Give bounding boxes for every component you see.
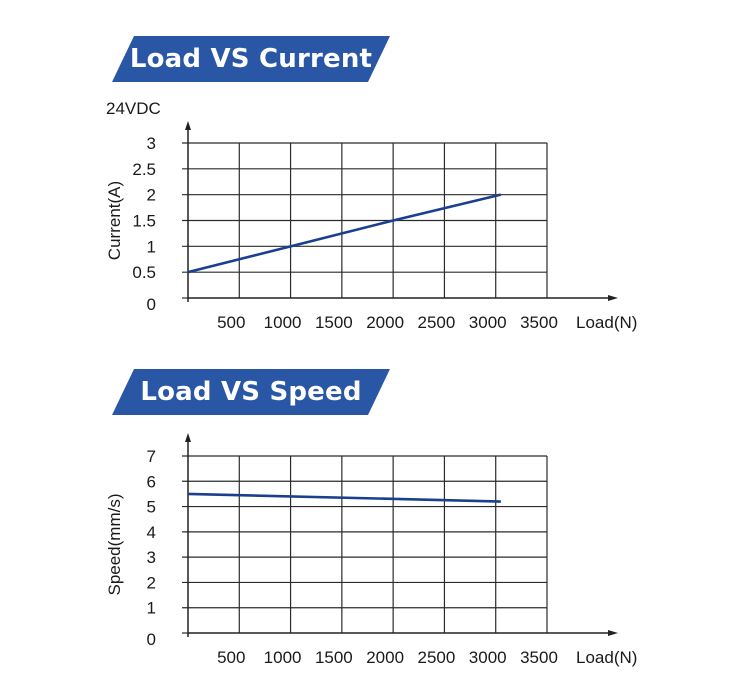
y-axis-label: Current(A) (105, 181, 124, 260)
y-tick-label: 2 (147, 573, 156, 592)
x-tick-label: 2500 (418, 648, 456, 667)
x-tick-label: 2500 (418, 313, 456, 332)
y-axis-arrow (185, 433, 191, 442)
y-tick-label: 4 (147, 523, 156, 542)
banner-background (112, 36, 390, 82)
series-line (187, 193, 502, 274)
x-tick-label: 1000 (264, 648, 302, 667)
y-tick-label: 1 (147, 599, 156, 618)
y-tick-label: 1 (147, 237, 156, 256)
title-banner-speed: Load VS Speed (112, 369, 390, 415)
x-tick-label: 3500 (520, 313, 558, 332)
load-vs-speed-chart: 0 1 2 3 4 5 6 7 500 1000 1500 2000 2500 3000 3500 Load(… (105, 433, 637, 667)
series-line (187, 492, 501, 503)
x-axis-label: Load(N) (576, 313, 637, 332)
y-tick-label: 3 (147, 548, 156, 567)
x-tick-label: 1500 (315, 648, 353, 667)
y-axis-arrow (185, 121, 191, 130)
banner-shape (112, 36, 390, 82)
x-tick-label: 500 (217, 648, 245, 667)
title-banner-current: Load VS Current (112, 36, 390, 82)
x-axis-arrow (608, 295, 618, 301)
y-tick-label: 0 (147, 295, 156, 314)
chart-title-speed: Load VS Speed (140, 377, 362, 407)
x-tick-label: 500 (217, 313, 245, 332)
banner-shape (112, 369, 390, 415)
x-tick-label: 1500 (315, 313, 353, 332)
chart-title-current: Load VS Current (129, 44, 373, 74)
y-tick-label: 1.5 (132, 212, 156, 231)
y-tick-label: 2.5 (132, 160, 156, 179)
y-tick-label: 0 (147, 630, 156, 649)
y-axis-label: Speed(mm/s) (105, 493, 124, 595)
y-tick-label: 3 (147, 134, 156, 153)
y-tick-label: 2 (147, 186, 156, 205)
x-tick-label: 3500 (520, 648, 558, 667)
y-tick-label: 5 (147, 498, 156, 517)
x-axis-arrow (608, 630, 618, 636)
y-tick-label: 7 (147, 447, 156, 466)
x-tick-label: 1000 (264, 313, 302, 332)
x-tick-label: 2000 (366, 648, 404, 667)
y-tick-label: 6 (147, 472, 156, 491)
chart-subtitle: 24VDC (106, 99, 161, 118)
x-tick-label: 3000 (469, 648, 507, 667)
x-tick-label: 3000 (469, 313, 507, 332)
x-axis-label: Load(N) (576, 648, 637, 667)
banner-background (112, 369, 390, 415)
x-tick-label: 2000 (366, 313, 404, 332)
y-tick-label: 0.5 (132, 263, 156, 282)
